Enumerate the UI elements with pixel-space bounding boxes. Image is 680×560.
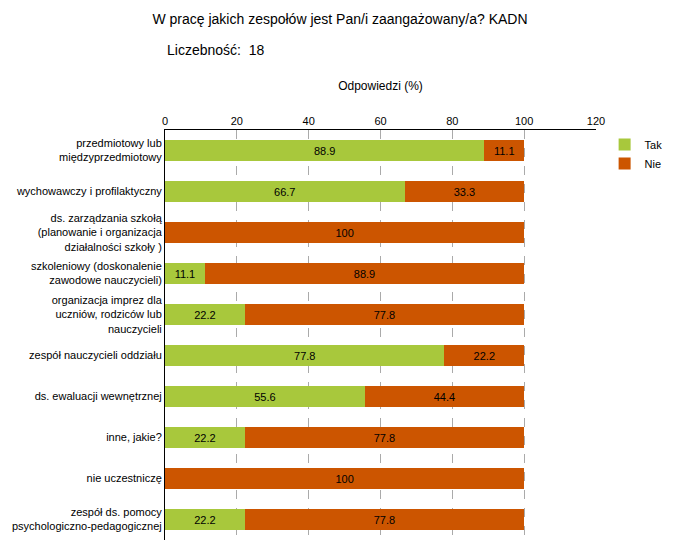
svg-text:Nie: Nie	[645, 158, 662, 170]
svg-text:33.3: 33.3	[454, 186, 475, 198]
svg-text:66.7: 66.7	[274, 186, 295, 198]
svg-text:szkoleniowy (doskonaleniezawod: szkoleniowy (doskonaleniezawodowe nauczy…	[31, 260, 162, 286]
svg-text:0: 0	[162, 115, 168, 127]
svg-text:Tak: Tak	[645, 139, 663, 151]
svg-text:20: 20	[231, 115, 243, 127]
svg-text:11.1: 11.1	[494, 145, 515, 157]
svg-text:Odpowiedzi (%): Odpowiedzi (%)	[338, 79, 423, 93]
svg-text:77.8: 77.8	[374, 309, 395, 321]
svg-text:100: 100	[335, 473, 353, 485]
svg-text:22.2: 22.2	[474, 350, 495, 362]
svg-text:wychowawczy i profilaktyczny: wychowawczy i profilaktyczny	[16, 185, 162, 197]
svg-text:100: 100	[335, 227, 353, 239]
svg-text:W pracę jakich zespołów jest P: W pracę jakich zespołów jest Pan/i zaang…	[152, 11, 527, 27]
svg-text:77.8: 77.8	[294, 350, 315, 362]
svg-text:60: 60	[374, 115, 386, 127]
svg-text:ds. zarządzania szkołą(planowa: ds. zarządzania szkołą(planowanie i orga…	[38, 212, 163, 253]
svg-text:40: 40	[303, 115, 315, 127]
svg-text:88.9: 88.9	[354, 268, 375, 280]
svg-text:77.8: 77.8	[374, 432, 395, 444]
svg-text:22.2: 22.2	[194, 514, 215, 526]
svg-text:80: 80	[446, 115, 458, 127]
svg-text:przedmiotowy lubmiędzyprzedmio: przedmiotowy lubmiędzyprzedmiotowy	[59, 137, 162, 163]
svg-text:zespół ds. pomocypsychologiczn: zespół ds. pomocypsychologiczno-pedagogi…	[12, 506, 162, 532]
svg-text:22.2: 22.2	[194, 432, 215, 444]
svg-text:organizacja imprez dlauczniów,: organizacja imprez dlauczniów, rodziców …	[52, 294, 163, 335]
svg-text:zespół nauczycieli oddziału: zespół nauczycieli oddziału	[29, 349, 162, 361]
svg-text:100: 100	[515, 115, 533, 127]
svg-text:inne, jakie?: inne, jakie?	[106, 431, 162, 443]
svg-text:Liczebność: 18: Liczebność: 18	[167, 42, 264, 58]
svg-text:120: 120	[587, 115, 605, 127]
svg-text:77.8: 77.8	[374, 514, 395, 526]
svg-text:88.9: 88.9	[314, 145, 335, 157]
svg-text:22.2: 22.2	[194, 309, 215, 321]
svg-text:ds. ewaluacji wewnętrznej: ds. ewaluacji wewnętrznej	[35, 390, 162, 402]
svg-text:11.1: 11.1	[175, 268, 196, 280]
svg-text:55.6: 55.6	[254, 391, 275, 403]
svg-text:nie uczestniczę: nie uczestniczę	[87, 472, 162, 484]
svg-text:44.4: 44.4	[434, 391, 455, 403]
